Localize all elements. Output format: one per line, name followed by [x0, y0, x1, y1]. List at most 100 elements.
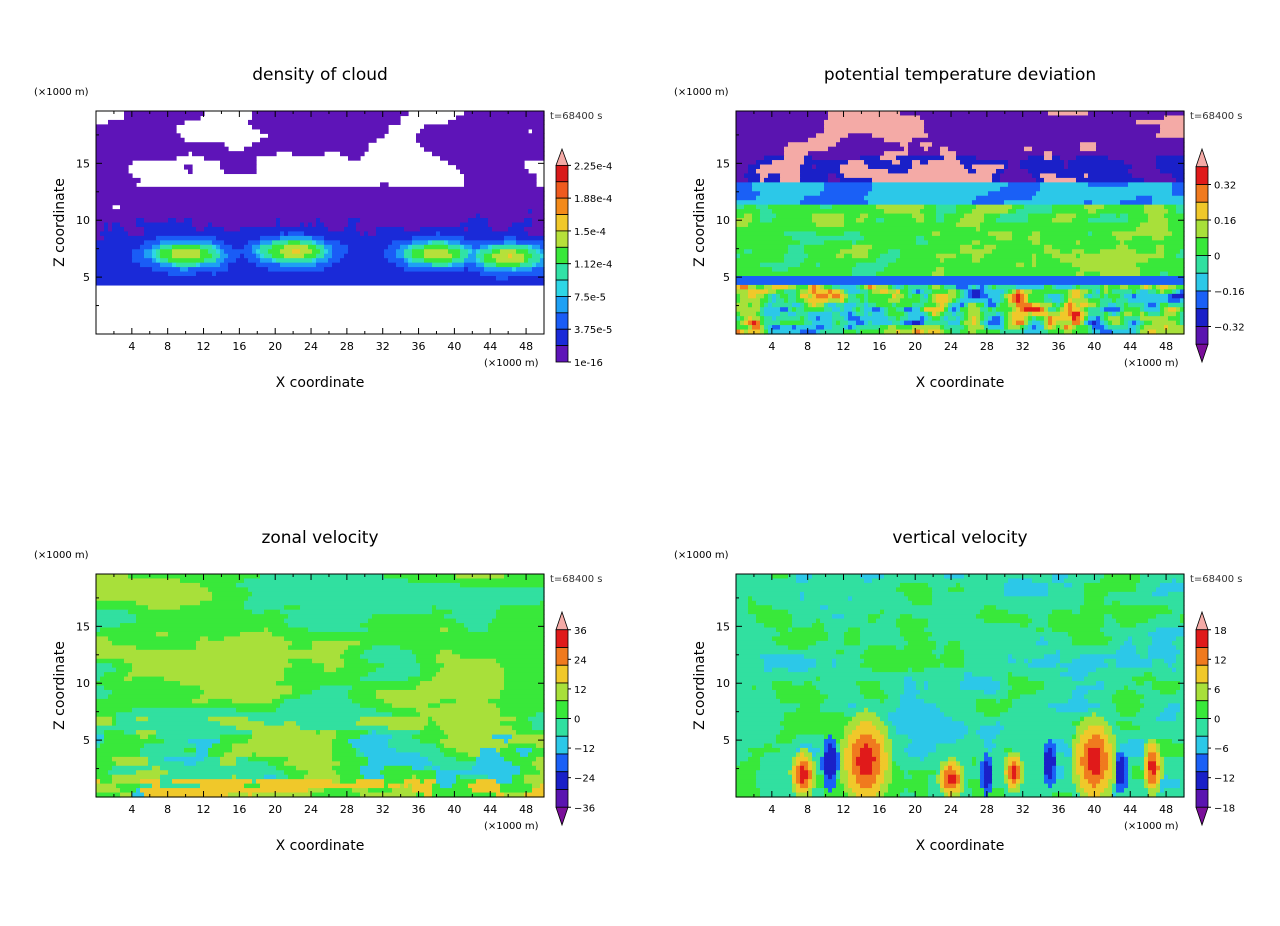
field-cell: [524, 226, 545, 233]
field-cell: [788, 249, 805, 255]
field-cell: [800, 316, 805, 322]
field-cell: [1128, 325, 1137, 331]
field-cell: [1084, 587, 1137, 593]
field-cell: [96, 164, 129, 170]
field-cell: [1044, 747, 1049, 753]
field-cell: [260, 783, 385, 789]
field-cell: [924, 685, 929, 691]
field-cell: [1116, 779, 1125, 785]
field-cell: [904, 747, 937, 753]
field-cell: [1156, 614, 1181, 620]
field-cell: [1156, 739, 1173, 745]
field-cell: [1116, 244, 1129, 250]
field-cell: [388, 783, 401, 789]
field-cell: [1132, 293, 1137, 299]
field-cell: [188, 739, 221, 745]
field-cell: [936, 213, 945, 219]
field-cell: [964, 574, 1053, 580]
field-cell: [1072, 756, 1077, 762]
field-cell: [884, 311, 889, 317]
field-cell: [1152, 672, 1185, 678]
field-cell: [440, 155, 545, 161]
field-cell: [808, 645, 869, 651]
field-cell: [1072, 752, 1077, 758]
field-cell: [736, 226, 977, 233]
field-cell: [900, 694, 917, 700]
field-cell: [816, 302, 825, 308]
field-cell: [244, 783, 261, 789]
field-cell: [820, 756, 825, 762]
field-cell: [864, 293, 869, 299]
field-cell: [1020, 325, 1025, 331]
field-cell: [1128, 761, 1145, 767]
x-tick-label: 12: [197, 340, 211, 353]
field-cell: [368, 627, 441, 633]
field-cell: [852, 253, 869, 259]
x-tick-label: 48: [1159, 803, 1173, 816]
field-cell: [376, 694, 501, 700]
field-cell: [884, 151, 909, 157]
field-cell: [1104, 307, 1121, 313]
field-cell: [816, 663, 833, 669]
field-cell: [748, 756, 761, 762]
field-cell: [1020, 770, 1025, 776]
field-cell: [1112, 231, 1173, 237]
field-cell: [1044, 743, 1057, 749]
field-cell: [1016, 779, 1021, 785]
field-cell: [852, 271, 877, 277]
field-cell: [1000, 302, 1009, 308]
field-cell: [104, 222, 109, 228]
field-cell: [1072, 609, 1081, 615]
field-cell: [1044, 307, 1049, 313]
field-cell: [920, 142, 933, 148]
field-cell: [908, 311, 925, 317]
field-cell: [992, 307, 997, 313]
field-cell: [284, 672, 369, 678]
field-cell: [760, 302, 765, 308]
field-cell: [416, 658, 437, 664]
field-cell: [840, 164, 869, 170]
field-cell: [1124, 774, 1129, 780]
field-cell: [852, 716, 881, 722]
field-cell: [736, 712, 785, 718]
field-cell: [1080, 734, 1093, 740]
field-cell: [1056, 752, 1065, 758]
field-cell: [828, 694, 865, 700]
field-cell: [948, 765, 953, 771]
field-cell: [1044, 685, 1077, 691]
field-cell: [368, 658, 417, 664]
field-cell: [1012, 672, 1061, 678]
field-cell: [1112, 600, 1121, 606]
field-cell: [888, 761, 893, 767]
field-cell: [116, 712, 393, 718]
field-cell: [1136, 119, 1185, 125]
field-cell: [1040, 186, 1173, 192]
field-cell: [1044, 155, 1053, 161]
field-cell: [1048, 329, 1065, 335]
field-cell: [864, 235, 917, 241]
field-cell: [1036, 640, 1049, 646]
field-cell: [736, 596, 749, 602]
field-cell: [824, 182, 873, 188]
x-tick-label: 24: [304, 803, 318, 816]
colorbar-swatch: [555, 328, 569, 347]
field-cell: [216, 258, 225, 264]
field-cell: [960, 218, 985, 224]
field-cell: [984, 244, 997, 250]
field-cell: [1164, 788, 1185, 794]
field-cell: [884, 739, 893, 745]
field-cell: [476, 262, 485, 268]
field-cell: [932, 631, 1069, 638]
field-cell: [872, 289, 881, 295]
field-cell: [124, 658, 289, 664]
field-cell: [104, 672, 129, 678]
field-cell: [832, 743, 837, 749]
field-cell: [736, 200, 801, 206]
field-cell: [452, 262, 465, 268]
field-cell: [844, 752, 853, 758]
field-cell: [468, 783, 501, 789]
y-tick-label: 5: [83, 271, 90, 284]
x-tick-label: 4: [768, 340, 775, 353]
field-cell: [736, 698, 781, 704]
field-cell: [1100, 752, 1109, 758]
